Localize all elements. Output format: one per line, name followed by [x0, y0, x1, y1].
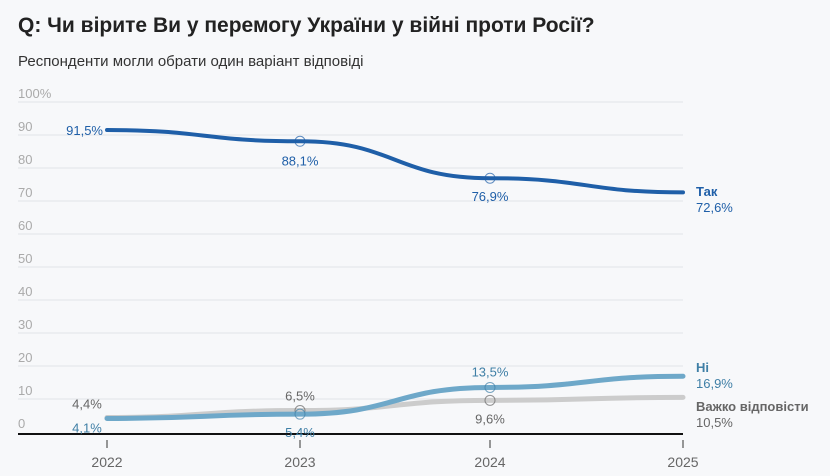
- y-tick-label: 50: [18, 251, 32, 266]
- data-point-marker: [294, 408, 306, 420]
- y-tick-label: 30: [18, 317, 32, 332]
- data-point-marker: [294, 135, 306, 147]
- y-tick-label: 90: [18, 119, 32, 134]
- data-point-marker: [484, 381, 496, 393]
- data-label: 5,4%: [285, 425, 315, 440]
- y-tick-label: 60: [18, 218, 32, 233]
- data-label: 9,6%: [475, 411, 505, 426]
- y-tick-label: 100%: [18, 86, 52, 101]
- chart-subtitle: Респонденти могли обрати один варіант ві…: [18, 53, 364, 70]
- y-tick-label: 70: [18, 185, 32, 200]
- x-tick-label: 2024: [474, 454, 505, 470]
- x-tick-label: 2023: [284, 454, 315, 470]
- y-tick-label: 10: [18, 383, 32, 398]
- series-line-Так: [105, 128, 685, 195]
- data-label: 72,6%: [696, 200, 733, 215]
- y-tick-label: 0: [18, 416, 25, 431]
- data-label: 91,5%: [66, 123, 103, 138]
- chart-title: Q: Чи вірите Ви у перемогу України у вій…: [18, 14, 595, 37]
- series-name-label: Так: [696, 184, 718, 199]
- x-tick-label: 2025: [667, 454, 698, 470]
- data-label: 4,1%: [72, 420, 102, 435]
- data-label: 10,5%: [696, 415, 733, 430]
- data-label: 88,1%: [282, 153, 319, 168]
- data-label: 16,9%: [696, 376, 733, 391]
- y-tick-label: 40: [18, 284, 32, 299]
- y-tick-label: 80: [18, 152, 32, 167]
- y-tick-label: 20: [18, 350, 32, 365]
- data-point-marker: [484, 172, 496, 184]
- series-name-label: Важко відповісти: [696, 399, 809, 414]
- data-label: 4,4%: [72, 396, 102, 411]
- data-label: 13,5%: [472, 364, 509, 379]
- data-label: 6,5%: [285, 389, 315, 404]
- x-tick-label: 2022: [91, 454, 122, 470]
- series-line-Ні: [104, 373, 686, 421]
- data-label: 76,9%: [472, 189, 509, 204]
- data-point-marker: [484, 394, 496, 406]
- series-name-label: Ні: [696, 360, 709, 375]
